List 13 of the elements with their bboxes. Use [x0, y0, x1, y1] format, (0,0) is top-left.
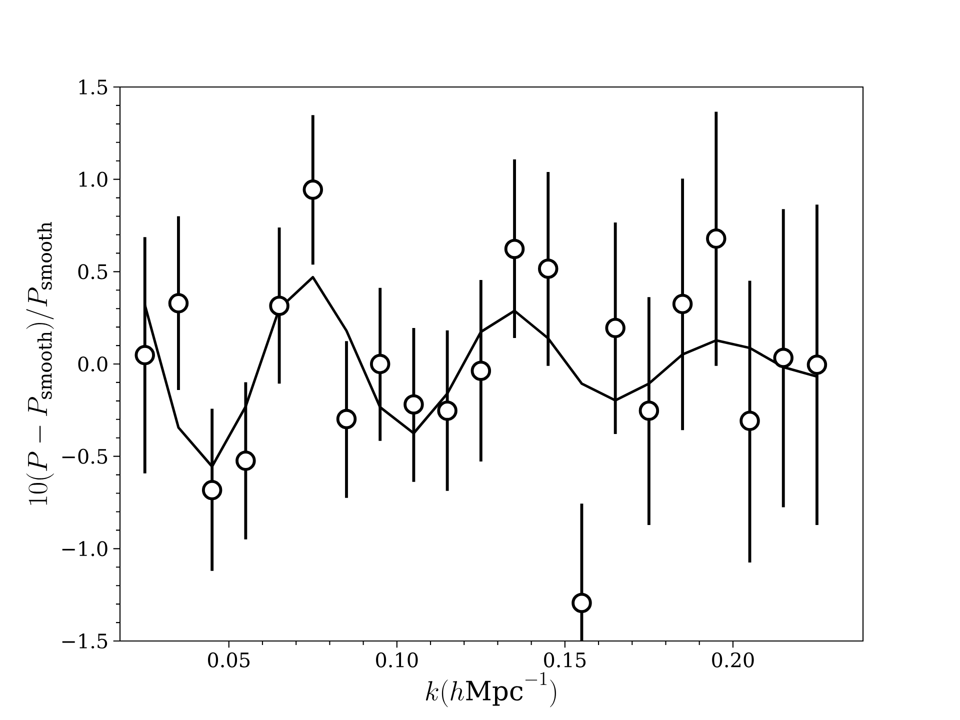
x-tick-label: 0.20 [712, 652, 754, 668]
y-tick-label: −1.5 [62, 633, 108, 649]
y-tick-label: −0.5 [62, 448, 108, 464]
x-tick-label: 0.05 [208, 652, 250, 668]
y-tick-label: 1.5 [79, 79, 108, 95]
x-tick-label: 0.10 [376, 652, 418, 668]
y-tick-label: −1.0 [62, 541, 108, 556]
x-axis-title: $k(h\mathrm{Mpc}^{-1})$ [426, 672, 556, 708]
y-tick-label: 1.0 [79, 172, 108, 187]
y-tick-label: 0.5 [78, 264, 108, 280]
y-axis-title: $10(P-P_{\mathrm{smooth}})/P_{\mathrm{smooth}}$ [26, 222, 54, 505]
x-tick-label: 0.15 [544, 652, 586, 668]
y-tick-label: 0.0 [78, 356, 108, 372]
